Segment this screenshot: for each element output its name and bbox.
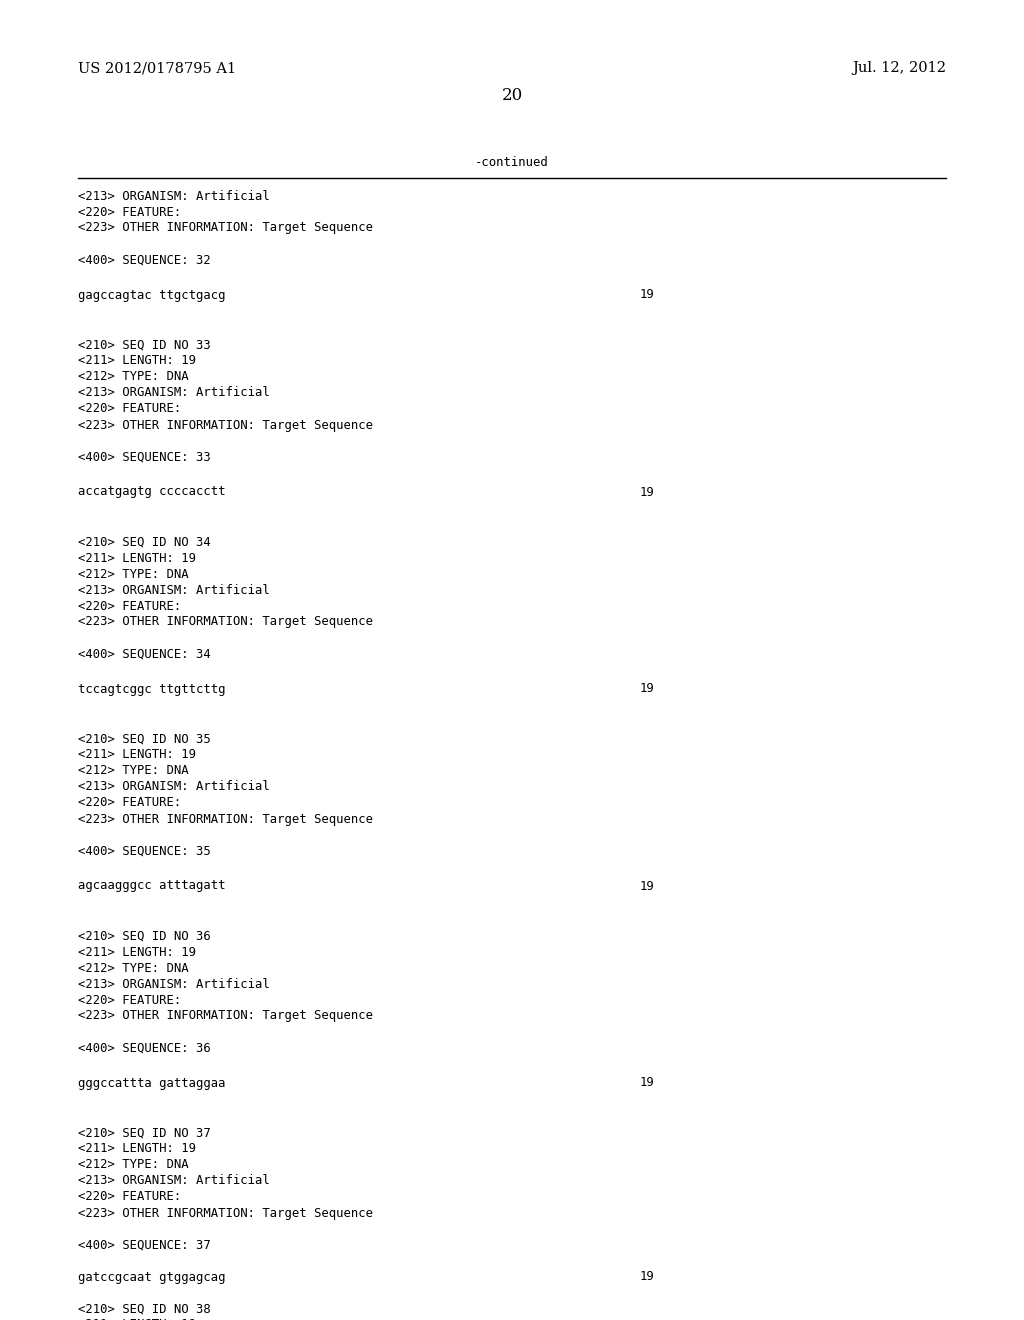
Text: <213> ORGANISM: Artificial: <213> ORGANISM: Artificial (78, 583, 269, 597)
Text: <220> FEATURE:: <220> FEATURE: (78, 994, 181, 1006)
Text: <211> LENGTH: 19: <211> LENGTH: 19 (78, 355, 196, 367)
Text: <400> SEQUENCE: 37: <400> SEQUENCE: 37 (78, 1238, 211, 1251)
Text: <400> SEQUENCE: 33: <400> SEQUENCE: 33 (78, 450, 211, 463)
Text: <212> TYPE: DNA: <212> TYPE: DNA (78, 1159, 188, 1172)
Text: <223> OTHER INFORMATION: Target Sequence: <223> OTHER INFORMATION: Target Sequence (78, 1010, 373, 1023)
Text: <400> SEQUENCE: 35: <400> SEQUENCE: 35 (78, 845, 211, 858)
Text: <213> ORGANISM: Artificial: <213> ORGANISM: Artificial (78, 978, 269, 990)
Text: 19: 19 (640, 1270, 654, 1283)
Text: <223> OTHER INFORMATION: Target Sequence: <223> OTHER INFORMATION: Target Sequence (78, 813, 373, 825)
Text: <400> SEQUENCE: 36: <400> SEQUENCE: 36 (78, 1041, 211, 1055)
Text: <212> TYPE: DNA: <212> TYPE: DNA (78, 764, 188, 777)
Text: <220> FEATURE:: <220> FEATURE: (78, 599, 181, 612)
Text: 19: 19 (640, 682, 654, 696)
Text: <220> FEATURE:: <220> FEATURE: (78, 206, 181, 219)
Text: <211> LENGTH: 19: <211> LENGTH: 19 (78, 552, 196, 565)
Text: <212> TYPE: DNA: <212> TYPE: DNA (78, 371, 188, 384)
Text: <212> TYPE: DNA: <212> TYPE: DNA (78, 961, 188, 974)
Text: <212> TYPE: DNA: <212> TYPE: DNA (78, 568, 188, 581)
Text: Jul. 12, 2012: Jul. 12, 2012 (852, 61, 946, 75)
Text: <213> ORGANISM: Artificial: <213> ORGANISM: Artificial (78, 387, 269, 400)
Text: <210> SEQ ID NO 37: <210> SEQ ID NO 37 (78, 1126, 211, 1139)
Text: agcaagggcc atttagatt: agcaagggcc atttagatt (78, 879, 225, 892)
Text: <220> FEATURE:: <220> FEATURE: (78, 796, 181, 809)
Text: 19: 19 (640, 486, 654, 499)
Text: <223> OTHER INFORMATION: Target Sequence: <223> OTHER INFORMATION: Target Sequence (78, 1206, 373, 1220)
Text: accatgagtg ccccacctt: accatgagtg ccccacctt (78, 486, 225, 499)
Text: gatccgcaat gtggagcag: gatccgcaat gtggagcag (78, 1270, 225, 1283)
Text: <400> SEQUENCE: 32: <400> SEQUENCE: 32 (78, 253, 211, 267)
Text: <211> LENGTH: 19: <211> LENGTH: 19 (78, 1319, 196, 1320)
Text: <223> OTHER INFORMATION: Target Sequence: <223> OTHER INFORMATION: Target Sequence (78, 222, 373, 235)
Text: <210> SEQ ID NO 36: <210> SEQ ID NO 36 (78, 929, 211, 942)
Text: <210> SEQ ID NO 35: <210> SEQ ID NO 35 (78, 733, 211, 746)
Text: <223> OTHER INFORMATION: Target Sequence: <223> OTHER INFORMATION: Target Sequence (78, 615, 373, 628)
Text: <211> LENGTH: 19: <211> LENGTH: 19 (78, 1143, 196, 1155)
Text: <213> ORGANISM: Artificial: <213> ORGANISM: Artificial (78, 780, 269, 793)
Text: 19: 19 (640, 1077, 654, 1089)
Text: tccagtcggc ttgttcttg: tccagtcggc ttgttcttg (78, 682, 225, 696)
Text: gggccattta gattaggaa: gggccattta gattaggaa (78, 1077, 225, 1089)
Text: 19: 19 (640, 289, 654, 301)
Text: <213> ORGANISM: Artificial: <213> ORGANISM: Artificial (78, 190, 269, 202)
Text: <210> SEQ ID NO 38: <210> SEQ ID NO 38 (78, 1303, 211, 1316)
Text: -continued: -continued (475, 157, 549, 169)
Text: <220> FEATURE:: <220> FEATURE: (78, 1191, 181, 1204)
Text: gagccagtac ttgctgacg: gagccagtac ttgctgacg (78, 289, 225, 301)
Text: <220> FEATURE:: <220> FEATURE: (78, 403, 181, 416)
Text: <210> SEQ ID NO 33: <210> SEQ ID NO 33 (78, 338, 211, 351)
Text: <223> OTHER INFORMATION: Target Sequence: <223> OTHER INFORMATION: Target Sequence (78, 418, 373, 432)
Text: 20: 20 (502, 87, 522, 103)
Text: 19: 19 (640, 879, 654, 892)
Text: <400> SEQUENCE: 34: <400> SEQUENCE: 34 (78, 648, 211, 660)
Text: US 2012/0178795 A1: US 2012/0178795 A1 (78, 61, 237, 75)
Text: <211> LENGTH: 19: <211> LENGTH: 19 (78, 945, 196, 958)
Text: <211> LENGTH: 19: <211> LENGTH: 19 (78, 748, 196, 762)
Text: <213> ORGANISM: Artificial: <213> ORGANISM: Artificial (78, 1175, 269, 1188)
Text: <210> SEQ ID NO 34: <210> SEQ ID NO 34 (78, 536, 211, 549)
